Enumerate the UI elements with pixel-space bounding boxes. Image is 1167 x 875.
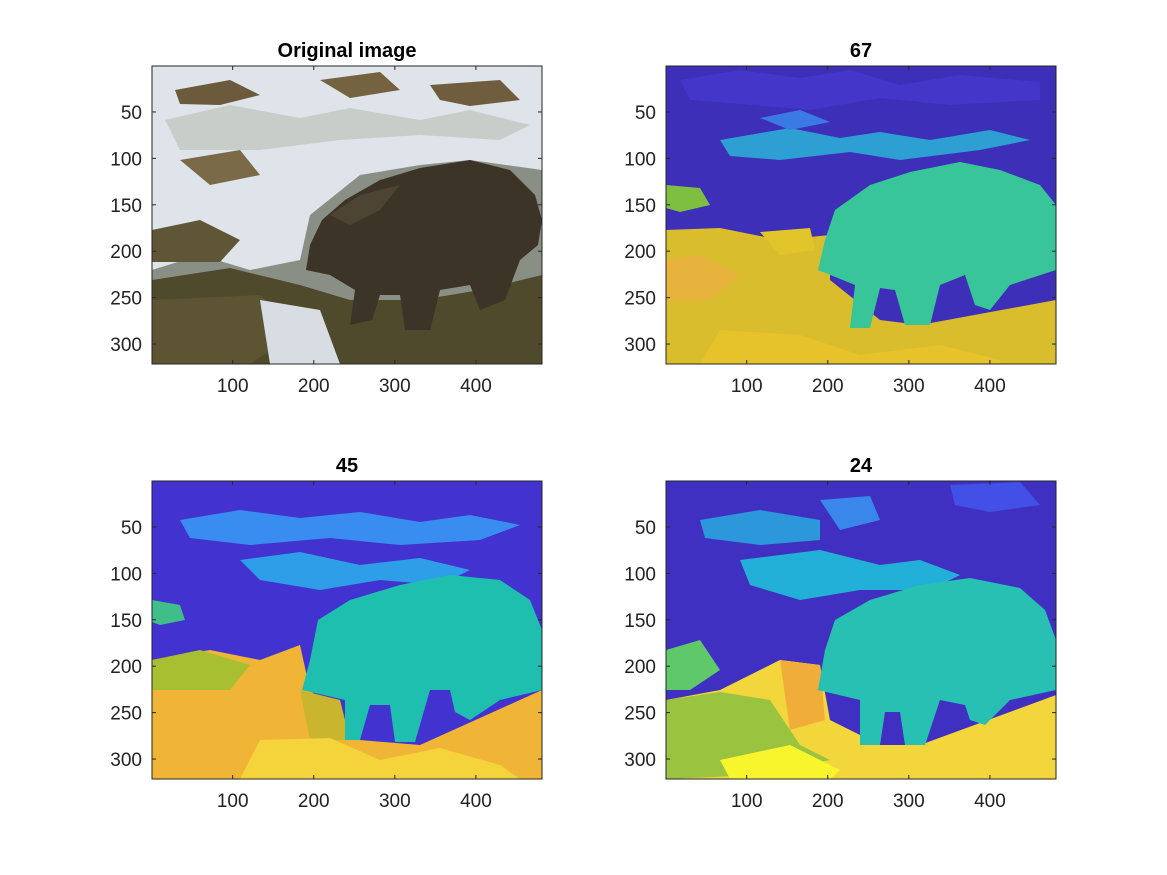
y-tick-label: 200 [624,657,656,678]
y-tick-label: 100 [110,564,142,585]
x-tick-label: 100 [731,376,763,397]
y-tick-label: 200 [110,242,142,263]
x-tick-label: 300 [893,791,925,812]
x-tick-label: 400 [974,376,1006,397]
x-tick-label: 100 [731,791,763,812]
y-tick-label: 100 [110,149,142,170]
axes-seg-24 [665,480,1057,780]
y-tick-label: 150 [110,611,142,632]
axes-seg-45 [151,480,543,780]
y-tick-label: 150 [624,196,656,217]
panel-title: Original image [278,40,417,62]
y-tick-label: 250 [110,704,142,725]
axes-seg-67 [665,65,1057,365]
x-tick-label: 100 [217,376,249,397]
y-tick-label: 150 [624,611,656,632]
x-tick-label: 300 [379,376,411,397]
y-tick-label: 300 [110,750,142,771]
y-tick-label: 50 [635,103,656,124]
x-tick-label: 200 [298,376,330,397]
x-tick-label: 300 [893,376,925,397]
axes-box [151,480,543,780]
x-tick-label: 200 [812,791,844,812]
x-tick-label: 400 [974,791,1006,812]
y-tick-label: 300 [624,750,656,771]
y-tick-label: 100 [624,564,656,585]
image-original-photo [152,66,542,364]
panel-title: 24 [850,455,873,477]
y-tick-label: 300 [624,335,656,356]
y-tick-label: 250 [624,289,656,310]
panel-title: 45 [336,455,358,477]
panel-title: 67 [850,40,872,62]
x-tick-label: 400 [460,791,492,812]
axes-original-image [151,65,543,365]
axes-box [665,65,1057,365]
image-seg-67 [666,66,1056,364]
y-tick-label: 200 [110,657,142,678]
x-tick-label: 300 [379,791,411,812]
axes-box [151,65,543,365]
x-tick-label: 400 [460,376,492,397]
axes-box [665,480,1057,780]
x-tick-label: 100 [217,791,249,812]
y-tick-label: 250 [110,289,142,310]
y-tick-label: 50 [121,103,142,124]
y-tick-label: 50 [121,518,142,539]
y-tick-label: 100 [624,149,656,170]
image-seg-45 [152,481,542,779]
x-tick-label: 200 [298,791,330,812]
y-tick-label: 250 [624,704,656,725]
labels-layer: Original image 100 200 300 400 50 100 150 200 250… [110,40,1056,812]
y-tick-label: 300 [110,335,142,356]
y-tick-label: 200 [624,242,656,263]
y-tick-label: 150 [110,196,142,217]
x-tick-label: 200 [812,376,844,397]
y-tick-label: 50 [635,518,656,539]
image-seg-24 [666,481,1056,779]
